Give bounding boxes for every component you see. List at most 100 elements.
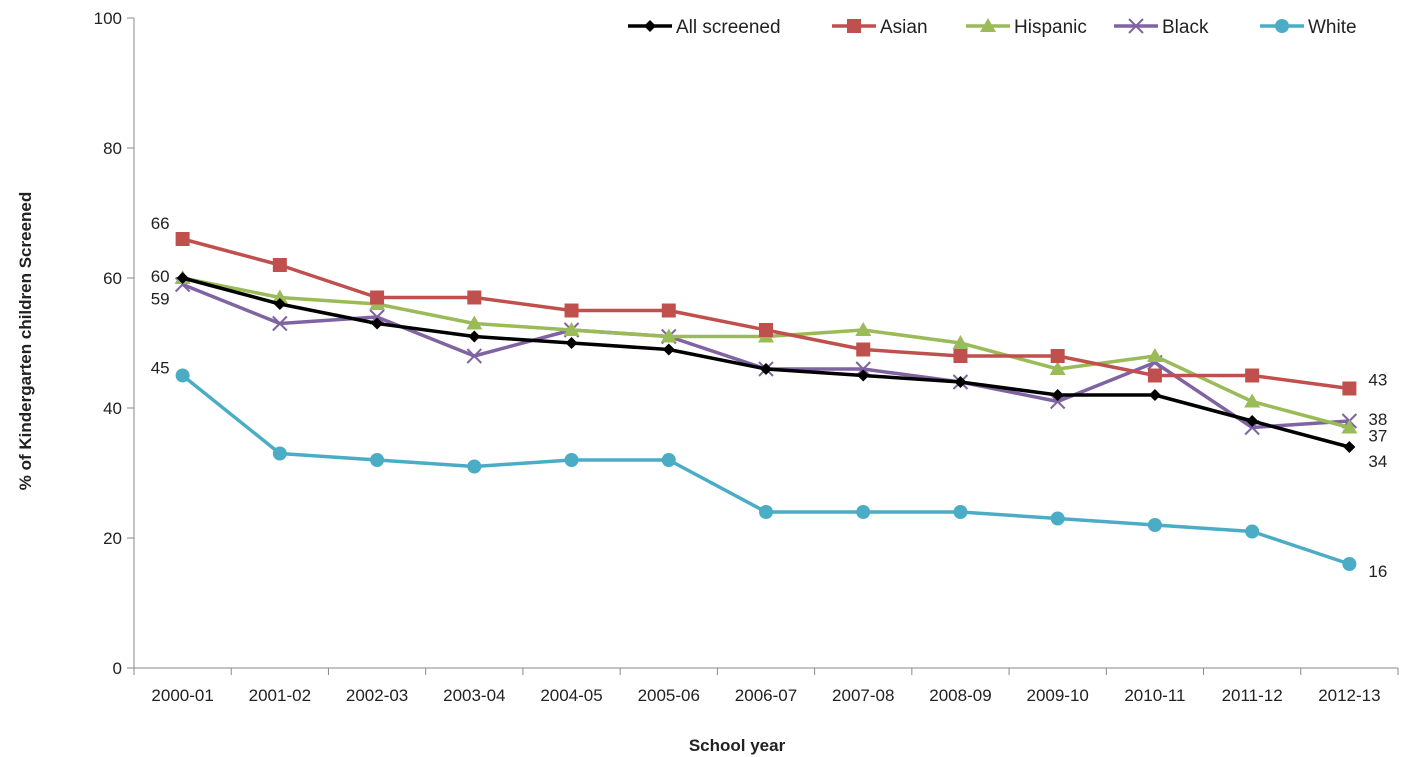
x-tick-label: 2008-09	[929, 686, 991, 705]
x-tick-label: 2004-05	[540, 686, 602, 705]
data-point-all-screened	[565, 337, 578, 349]
legend-marker-hispanic	[980, 18, 996, 32]
legend-marker-white	[1275, 19, 1289, 33]
legend-label-hispanic: Hispanic	[1014, 17, 1087, 38]
y-tick-label: 100	[94, 9, 122, 28]
legend-item-asian: Asian	[832, 17, 928, 38]
data-label: 59	[151, 290, 170, 309]
data-point-asian	[953, 349, 968, 363]
data-point-asian	[272, 258, 287, 272]
data-point-asian	[856, 342, 871, 357]
legend-label-black: Black	[1162, 17, 1209, 38]
legend: All screened Asian Hispanic Black White	[628, 17, 1357, 38]
data-point-white	[272, 446, 287, 461]
data-point-all-screened	[662, 343, 675, 356]
data-label: 16	[1368, 562, 1387, 581]
x-tick-label: 2011-12	[1222, 686, 1283, 705]
data-point-all-screened	[954, 376, 967, 388]
data-point-all-screened	[1246, 415, 1259, 427]
data-point-hispanic	[466, 315, 483, 330]
legend-item-all-screened: All screened	[628, 17, 781, 38]
data-point-all-screened	[176, 272, 189, 284]
data-point-all-screened	[371, 317, 384, 330]
legend-item-hispanic: Hispanic	[966, 17, 1087, 38]
data-point-white	[1147, 518, 1162, 532]
data-point-all-screened	[273, 298, 286, 310]
data-point-hispanic	[660, 328, 677, 343]
data-point-white	[856, 505, 871, 519]
legend-marker-black	[1128, 18, 1144, 34]
series-layer	[174, 232, 1358, 571]
data-point-black	[1049, 393, 1066, 410]
data-point-all-screened	[857, 369, 870, 382]
data-point-hispanic	[952, 335, 969, 349]
series-asian	[175, 232, 1357, 396]
legend-item-white: White	[1260, 17, 1357, 38]
data-point-asian	[759, 323, 773, 337]
x-tick-label: 2005-06	[638, 686, 700, 705]
legend-label-asian: Asian	[880, 17, 928, 38]
data-point-white	[1245, 524, 1260, 539]
series-line-black	[181, 282, 1350, 430]
data-point-white	[564, 453, 579, 467]
data-point-white	[175, 368, 190, 383]
data-label: 45	[151, 359, 170, 378]
data-point-hispanic	[563, 322, 580, 336]
data-label: 34	[1368, 452, 1387, 471]
data-point-all-screened	[468, 330, 481, 343]
data-point-hispanic	[1341, 419, 1358, 434]
legend-label-white: White	[1308, 17, 1357, 38]
data-label: 60	[151, 267, 170, 286]
data-point-all-screened	[1051, 389, 1064, 401]
x-tick-label: 2012-13	[1318, 686, 1380, 705]
data-point-white	[1342, 557, 1357, 571]
data-point-black	[272, 315, 288, 332]
data-point-asian	[175, 232, 190, 246]
x-tick-label: 2000-01	[151, 686, 213, 705]
data-point-white	[953, 505, 968, 519]
legend-marker-all-screened	[644, 20, 656, 32]
data-point-all-screened	[1343, 441, 1356, 453]
data-point-white	[661, 453, 676, 467]
y-tick-label: 60	[103, 269, 122, 288]
data-point-black	[466, 348, 483, 364]
x-tick-label: 2006-07	[735, 686, 797, 705]
x-tick-label: 2010-11	[1124, 686, 1185, 705]
legend-label-all-screened: All screened	[676, 17, 781, 38]
data-point-asian	[564, 303, 579, 318]
series-line-white	[181, 374, 1350, 566]
data-point-asian	[1342, 381, 1357, 396]
series-line-hispanic	[182, 276, 1350, 430]
y-tick-label: 40	[103, 399, 122, 418]
x-tick-label: 2009-10	[1026, 686, 1088, 705]
data-point-hispanic	[271, 289, 288, 304]
data-point-hispanic	[1244, 393, 1261, 408]
data-point-white	[1050, 511, 1065, 526]
data-point-white	[467, 459, 482, 474]
data-point-all-screened	[1148, 389, 1161, 401]
x-tick-label: 2003-04	[443, 686, 505, 705]
data-point-hispanic	[855, 322, 872, 336]
series-all-screened	[176, 272, 1356, 453]
x-tick-label: 2001-02	[249, 686, 311, 705]
data-point-asian	[1147, 368, 1162, 383]
data-point-asian	[1050, 349, 1065, 363]
data-point-hispanic	[1049, 361, 1066, 375]
data-point-asian	[1245, 368, 1260, 383]
data-point-all-screened	[760, 363, 772, 375]
legend-item-black: Black	[1114, 17, 1209, 38]
y-tick-label: 0	[113, 659, 122, 678]
data-label: 37	[1368, 427, 1387, 446]
data-label: 43	[1368, 371, 1387, 390]
data-point-asian	[661, 303, 676, 318]
data-point-asian	[467, 290, 482, 305]
x-tick-label: 2007-08	[832, 686, 894, 705]
data-point-white	[759, 505, 773, 519]
y-tick-label: 20	[103, 529, 122, 548]
data-label: 38	[1368, 410, 1387, 429]
y-tick-label: 80	[103, 139, 122, 158]
data-point-white	[370, 453, 385, 467]
legend-marker-asian	[847, 19, 861, 33]
